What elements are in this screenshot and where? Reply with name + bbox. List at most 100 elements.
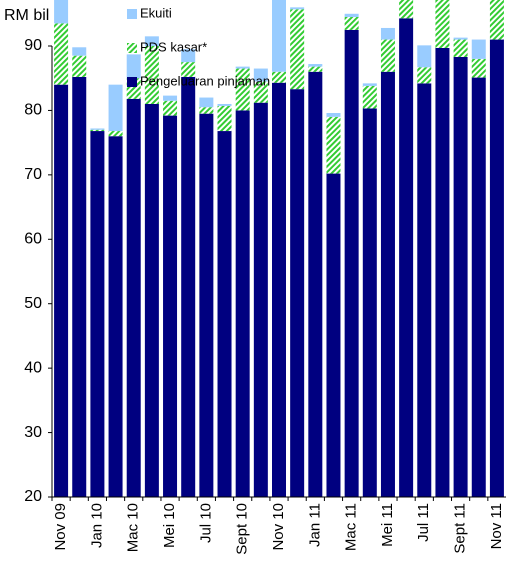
bar-segment — [163, 100, 178, 116]
bar-segment — [453, 39, 468, 57]
bar-segment — [380, 71, 395, 498]
bar-segment — [181, 76, 196, 497]
bar-segment — [108, 84, 123, 132]
bar-segment — [344, 17, 359, 30]
bar-segment — [399, 0, 414, 19]
bar-segment — [126, 54, 141, 79]
bar-segment — [253, 81, 268, 103]
bar-segment — [72, 76, 87, 497]
bar-segment — [217, 103, 232, 106]
x-tick-label: Mei 10 — [161, 503, 178, 548]
bar-segment — [417, 67, 432, 84]
bar-segment — [54, 0, 69, 24]
legend-label: Pengeluaran pinjaman — [140, 73, 270, 88]
x-tick-label: Jul 11 — [415, 503, 432, 542]
y-tick-label: 50 — [24, 295, 42, 312]
x-tick-label: Jan 11 — [306, 503, 323, 547]
bar-segment — [108, 136, 123, 497]
x-tick-label: Nov 11 — [488, 503, 505, 549]
bar-segment — [471, 58, 486, 78]
bar-segment — [380, 39, 395, 72]
legend-swatch — [127, 77, 137, 87]
bar-segment — [308, 64, 323, 67]
y-tick-label: 20 — [24, 488, 42, 505]
bar-segment — [72, 55, 87, 77]
bar-segment — [272, 0, 286, 72]
bar-segment — [489, 39, 504, 498]
bar-segment — [181, 62, 196, 77]
x-tick-label: Nov 10 — [270, 503, 287, 551]
y-tick-label: 80 — [24, 102, 42, 119]
bar-segment — [362, 83, 377, 86]
bar-segment — [417, 83, 432, 498]
bar-segment — [272, 82, 286, 497]
bar-segment — [217, 105, 232, 132]
bar-segment — [54, 23, 69, 85]
y-axis-label: RM bil — [4, 7, 49, 24]
x-tick-label: Mei 11 — [379, 503, 396, 547]
bar-segment — [417, 45, 432, 68]
bar-segment — [90, 131, 105, 497]
bar-segment — [362, 85, 377, 109]
bar-segment — [435, 0, 450, 48]
bar-segment — [253, 68, 268, 82]
bar-segment — [144, 36, 159, 46]
bar-segment — [453, 37, 468, 40]
bar-segment — [144, 46, 159, 104]
bar-segment — [326, 173, 341, 497]
y-tick-label: 90 — [24, 37, 42, 54]
bar-segment — [253, 102, 268, 497]
x-tick-label: Jan 10 — [88, 503, 105, 548]
bar-segment — [144, 103, 159, 497]
legend-swatch — [127, 43, 137, 53]
bar-segment — [199, 107, 214, 114]
bar-segment — [308, 66, 323, 72]
bar-segment — [471, 39, 486, 59]
bar-segment — [72, 47, 87, 56]
bar-segment — [290, 89, 305, 497]
bar-segment — [380, 27, 395, 40]
bar-segment — [290, 7, 305, 10]
bar-segment — [399, 18, 414, 497]
bar-segment — [326, 116, 341, 174]
bar-segment — [163, 115, 178, 497]
bar-segment — [290, 9, 305, 90]
bar-segment — [362, 108, 377, 497]
x-tick-label: Sept 11 — [452, 503, 469, 554]
y-tick-label: 40 — [24, 359, 42, 376]
y-tick-label: 70 — [24, 166, 42, 183]
bar-segment — [326, 113, 341, 117]
bar-segment — [217, 131, 232, 497]
bar-segment — [181, 49, 196, 63]
x-tick-label: Nov 09 — [52, 503, 69, 551]
bar-segment — [308, 71, 323, 498]
bar-segment — [489, 0, 504, 40]
bar-segment — [344, 29, 359, 498]
x-tick-label: Mac 10 — [125, 503, 142, 552]
bar-segment — [163, 95, 178, 101]
bar-segment — [471, 77, 486, 497]
x-tick-label: Sept 10 — [234, 503, 251, 555]
bar-segment — [272, 71, 286, 83]
bar-segment — [435, 47, 450, 497]
bar-segment — [235, 66, 250, 69]
legend-label: Ekuiti — [140, 5, 172, 20]
x-tick-label: Mac 11 — [343, 503, 360, 551]
bar-segment — [344, 13, 359, 18]
bar-segment — [453, 56, 468, 498]
bar-segment — [126, 98, 141, 498]
bar-segment — [90, 128, 105, 130]
y-tick-label: 60 — [24, 231, 42, 248]
legend-label: PDS kasar* — [140, 39, 207, 54]
bar-segment — [108, 131, 123, 137]
bar-segment — [235, 68, 250, 111]
legend-swatch — [127, 9, 137, 19]
bar-segment — [199, 97, 214, 108]
bar-segment — [54, 84, 69, 498]
bar-segment — [199, 113, 214, 498]
y-tick-label: 30 — [24, 424, 42, 441]
bar-segment — [90, 129, 105, 132]
bar-segment — [235, 110, 250, 497]
x-tick-label: Jul 10 — [197, 503, 214, 543]
